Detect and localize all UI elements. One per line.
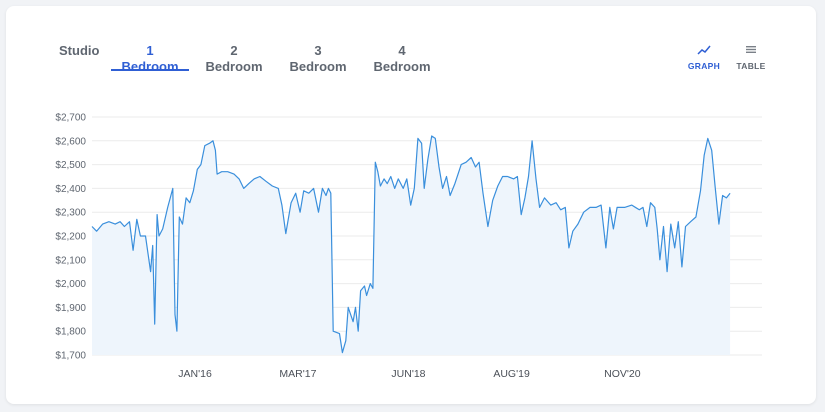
tab-3-bedroom[interactable]: 3 Bedroom bbox=[289, 43, 347, 74]
y-tick-label: $2,500 bbox=[55, 160, 86, 171]
rent-history-card: Studio 1 Bedroom 2 Bedroom 3 Bedroom 4 B… bbox=[6, 6, 816, 404]
table-label: TABLE bbox=[736, 61, 766, 71]
y-tick-label: $2,300 bbox=[55, 208, 86, 219]
y-tick-label: $2,700 bbox=[55, 113, 86, 124]
tab-studio[interactable]: Studio bbox=[59, 43, 100, 58]
x-tick-label: NOV'20 bbox=[604, 368, 641, 380]
x-tick-label: MAR'17 bbox=[279, 368, 316, 380]
tab-4-bedroom[interactable]: 4 Bedroom bbox=[373, 43, 431, 74]
y-tick-label: $1,700 bbox=[55, 351, 86, 362]
y-tick-label: $2,100 bbox=[55, 255, 86, 266]
y-tick-label: $1,900 bbox=[55, 303, 86, 314]
x-tick-label: AUG'19 bbox=[493, 368, 530, 380]
table-icon bbox=[746, 46, 756, 53]
tab-2-bedroom[interactable]: 2 Bedroom bbox=[205, 43, 263, 74]
x-tick-label: JUN'18 bbox=[391, 368, 425, 380]
y-tick-label: $2,000 bbox=[55, 279, 86, 290]
table-view-button[interactable]: TABLE bbox=[733, 42, 769, 71]
y-tick-label: $2,200 bbox=[55, 232, 86, 243]
y-tick-label: $1,800 bbox=[55, 327, 86, 338]
graph-label: GRAPH bbox=[687, 61, 721, 71]
rent-price-chart: $1,700 $1,800 $1,900 $2,000 $2,100 $2,200 $2,3… bbox=[55, 113, 762, 380]
line-chart-icon bbox=[697, 45, 711, 55]
bedroom-tabs: Studio 1 Bedroom 2 Bedroom 3 Bedroom 4 B… bbox=[6, 6, 606, 86]
y-tick-label: $2,600 bbox=[55, 136, 86, 147]
x-tick-label: JAN'16 bbox=[178, 368, 212, 380]
graph-view-button[interactable]: GRAPH bbox=[686, 42, 722, 71]
tab-1-bedroom[interactable]: 1 Bedroom bbox=[111, 43, 189, 74]
price-series-line bbox=[91, 135, 731, 354]
price-area-fill bbox=[92, 136, 731, 355]
y-tick-label: $2,400 bbox=[55, 184, 86, 195]
